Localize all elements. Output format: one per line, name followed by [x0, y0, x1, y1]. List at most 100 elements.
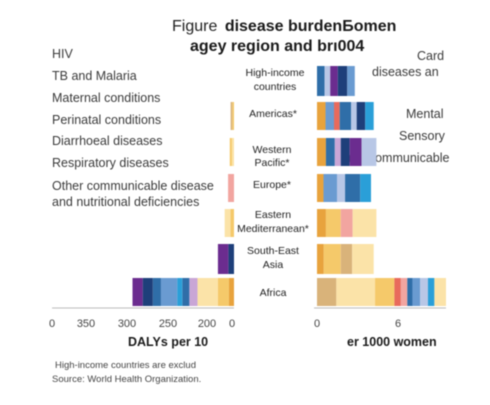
right-bar-1-seg-4: [351, 102, 357, 130]
legend-left-5: Respiratory diseases: [52, 156, 169, 170]
right-bar-5-seg-0: [317, 244, 324, 274]
footnote-1: High-income countries are exclud: [55, 360, 196, 371]
region-label-0a: High-income: [246, 67, 305, 79]
right-bar-1-seg-0: [317, 102, 326, 130]
right-bar-5-seg-1: [323, 244, 341, 274]
left-bar-6-seg-9: [132, 278, 143, 306]
right-bar-3-seg-4: [360, 174, 371, 202]
right-bar-0-seg-3: [337, 66, 348, 96]
region-label-1: Americas*: [249, 108, 297, 120]
left-bar-6-seg-7: [152, 278, 161, 306]
footnote-2: Source: World Health Organization.: [52, 374, 201, 385]
right-bar-6-seg-5: [407, 278, 413, 306]
right-bar-3-seg-2: [336, 174, 346, 202]
right-bar-1-seg-1: [325, 102, 335, 130]
right-bar-6-seg-6: [412, 278, 421, 306]
left-bar-6-seg-5: [177, 278, 183, 306]
right-bar-1-seg-2: [334, 102, 340, 130]
right-axis-title: er 1000 women: [347, 335, 437, 349]
left-bar-1-seg-1: [230, 102, 233, 130]
right-bar-1-seg-5: [356, 102, 366, 130]
right-bar-4-seg-2: [340, 209, 353, 237]
left-bar-2-seg-1: [229, 138, 232, 166]
region-label-4a: Eastern: [255, 209, 291, 221]
right-bar-5-seg-3: [352, 244, 374, 274]
region-label-0b: countries: [254, 81, 297, 93]
left-bar-6-seg-0: [228, 278, 234, 306]
legend-left-1: TB and Malaria: [52, 69, 137, 83]
left-tick-zero: 0: [229, 318, 235, 330]
right-bar-3-seg-1: [323, 174, 337, 202]
left-tick-350: 350: [77, 318, 95, 330]
legend-left-7: and nutritional deficiencies: [52, 195, 199, 209]
right-bar-3-seg-0: [317, 174, 324, 202]
region-label-6: Africa: [260, 287, 287, 299]
left-tick-300: 300: [118, 318, 136, 330]
left-bar-2-seg-0: [231, 138, 234, 166]
left-bar-4-seg-1: [224, 209, 231, 237]
left-bar-1-seg-0: [232, 102, 234, 130]
legend-right-1: diseases an: [372, 65, 439, 79]
right-bar-2-seg-0: [317, 138, 326, 166]
right-tick-6: 6: [395, 318, 401, 330]
right-bar-6-seg-2: [375, 278, 395, 306]
region-label-5b: Asia: [263, 259, 284, 271]
legend-right-3: Sensory: [399, 129, 446, 143]
left-bar-5-seg-1: [217, 244, 229, 274]
legend-left-0: HIV: [52, 47, 74, 61]
region-label-5a: South-East: [247, 245, 299, 257]
right-bar-0-seg-2: [330, 66, 338, 96]
left-bar-6-seg-2: [197, 278, 218, 306]
right-bar-6-seg-0: [317, 278, 337, 306]
left-bar-5-seg-0: [228, 244, 234, 274]
region-label-3: Europe*: [253, 179, 291, 191]
region-label-4b: Mediterranean*: [237, 223, 309, 235]
left-tick-0: 0: [49, 318, 55, 330]
right-bar-2-seg-3: [340, 138, 350, 166]
title-bold-1: disease burdenБomen: [225, 18, 397, 35]
right-bar-0-seg-1: [324, 66, 331, 96]
left-bar-6-seg-1: [217, 278, 229, 306]
right-tick-0: 0: [314, 318, 320, 330]
left-bar-4-seg-0: [230, 209, 234, 237]
legend-left-3: Perinatal conditions: [52, 113, 161, 127]
chart-title-line2: agey region and brı004: [190, 38, 364, 55]
legend-left-4: Diarrhoeal diseases: [52, 134, 162, 148]
left-bar-6-seg-3: [189, 278, 198, 306]
title-prefix: Figure: [172, 18, 217, 35]
right-bar-1-seg-3: [339, 102, 352, 130]
left-tick-250: 250: [159, 318, 177, 330]
left-bar-6-seg-4: [182, 278, 190, 306]
right-bar-4-seg-0: [317, 209, 326, 237]
legend-left-6: Other communicable disease: [52, 179, 214, 193]
right-bar-6-seg-7: [420, 278, 428, 306]
right-bar-0-seg-0: [317, 66, 325, 96]
right-bar-1-seg-6: [365, 102, 374, 130]
right-bar-3-seg-3: [345, 174, 361, 202]
right-bar-0-seg-4: [347, 66, 355, 96]
legend-right-0: Card: [417, 49, 444, 63]
left-axis-title: DALYs per 10: [128, 335, 208, 349]
left-tick-200: 200: [198, 318, 216, 330]
left-bar-6-seg-6: [160, 278, 178, 306]
right-bar-2-seg-4: [349, 138, 362, 166]
right-bar-2-seg-5: [361, 138, 377, 166]
right-bar-6-seg-8: [427, 278, 435, 306]
right-bar-2-seg-2: [334, 138, 341, 166]
right-bar-5-seg-2: [340, 244, 353, 274]
legend-left-2: Maternal conditions: [52, 91, 160, 105]
right-bar-4-seg-3: [352, 209, 377, 237]
region-label-2a: Western: [253, 144, 292, 156]
right-bar-6-seg-4: [400, 278, 408, 306]
bars-group: [132, 66, 446, 306]
left-bar-6-seg-8: [142, 278, 153, 306]
right-bar-4-seg-1: [325, 209, 341, 237]
right-bar-6-seg-3: [394, 278, 401, 306]
right-bar-6-seg-1: [336, 278, 376, 306]
left-bar-3-seg-0: [228, 174, 234, 202]
region-label-2b: Pacific*: [254, 157, 289, 169]
right-bar-6-seg-9: [434, 278, 446, 306]
legend-right-2: Mental: [406, 107, 444, 121]
right-bar-2-seg-1: [325, 138, 335, 166]
